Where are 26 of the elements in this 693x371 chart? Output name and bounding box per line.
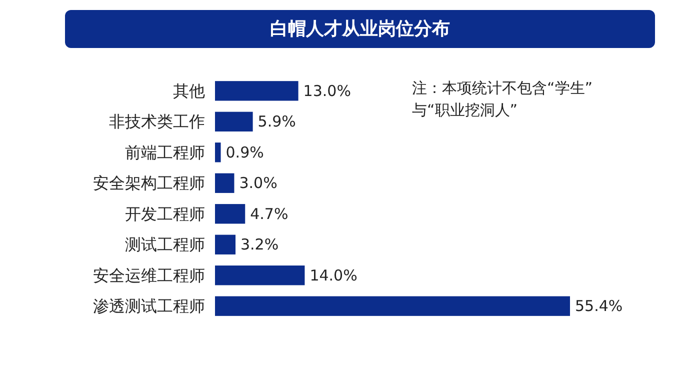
bar	[215, 142, 221, 162]
y-tick-label: 安全运维工程师	[93, 266, 205, 285]
bar	[215, 234, 236, 254]
bar	[215, 296, 570, 316]
y-tick-label: 开发工程师	[125, 204, 205, 224]
y-tick-label: 测试工程师	[125, 235, 205, 254]
annotation: 注：本项统计不包含“学生” 与“职业挖洞人”	[412, 79, 593, 119]
data-label: 5.9%	[258, 112, 296, 131]
y-tick-label: 渗透测试工程师	[93, 296, 205, 316]
bar	[215, 81, 298, 101]
data-label: 13.0%	[303, 82, 351, 100]
y-tick-label: 前端工程师	[125, 142, 205, 162]
chart-title: 白帽人才从业岗位分布	[270, 18, 450, 40]
bar	[215, 173, 234, 193]
bar	[215, 266, 305, 286]
y-tick-label: 其他	[173, 81, 205, 100]
y-tick-label: 安全架构工程师	[93, 174, 205, 193]
bar	[215, 112, 253, 132]
data-label: 0.9%	[226, 143, 264, 162]
bar	[215, 204, 246, 224]
data-label: 3.2%	[240, 236, 279, 254]
y-tick-label: 非技术类工作	[109, 112, 205, 132]
data-label: 14.0%	[310, 266, 358, 284]
data-label: 4.7%	[250, 204, 288, 223]
data-label: 55.4%	[575, 297, 623, 316]
data-label: 3.0%	[239, 174, 278, 192]
